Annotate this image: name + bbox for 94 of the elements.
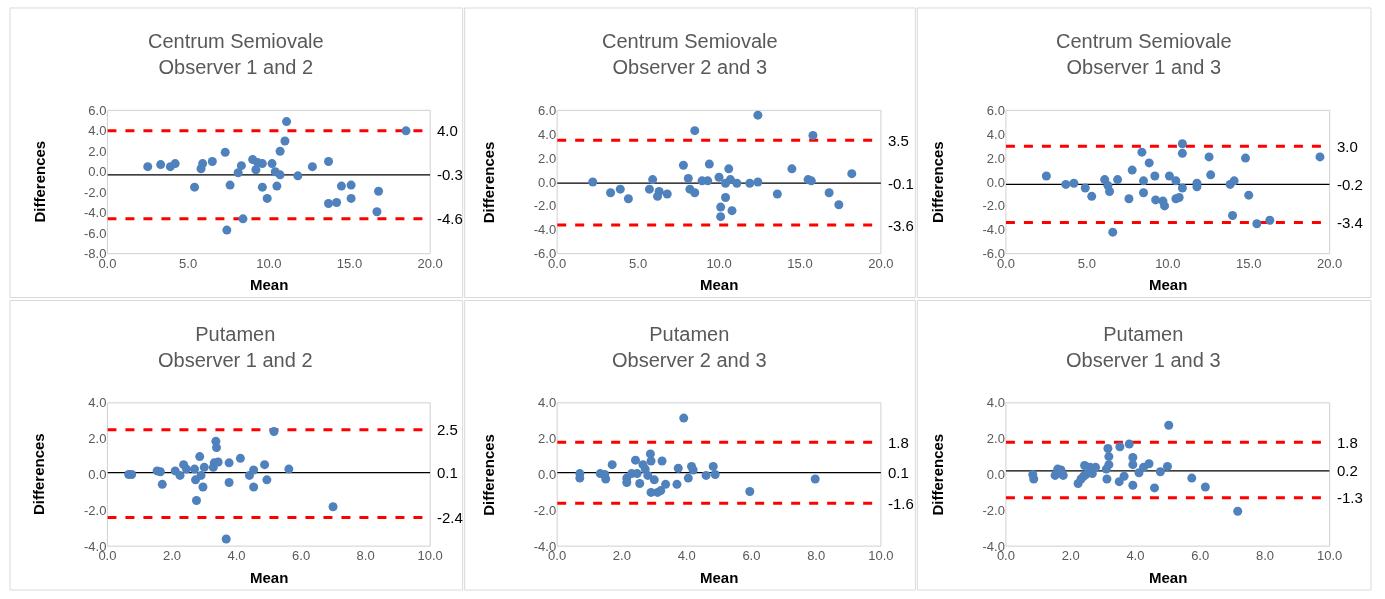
y-tick-label: -2.0 [533, 198, 557, 214]
x-tick-label: 10.0 [1155, 255, 1181, 271]
y-tick-label: 6.0 [538, 102, 557, 118]
y-tick-label: -2.0 [533, 502, 557, 518]
y-tick-label: -2.0 [982, 198, 1005, 214]
y-tick-label: 4.0 [538, 395, 557, 411]
ref-line-label: -3.6 [888, 217, 914, 234]
ref-line-label: -3.4 [1337, 214, 1363, 231]
x-tick-label: 5.0 [629, 255, 648, 271]
chart-title: Centrum Semiovale Observer 1 and 2 [148, 30, 324, 78]
y-tick-label: 6.0 [986, 102, 1005, 118]
ref-line-label: -0.3 [437, 166, 463, 183]
chart-title: Putamen Observer 1 and 2 [158, 323, 313, 371]
y-tick-label: 4.0 [538, 126, 557, 142]
ref-line-label: -1.6 [888, 495, 914, 512]
x-tick-label: 15.0 [336, 255, 363, 271]
x-axis-title: Mean [1149, 276, 1188, 293]
x-tick-label: 8.0 [356, 548, 375, 564]
x-tick-label: 8.0 [1255, 548, 1274, 564]
x-tick-label: 10.0 [706, 255, 732, 271]
ref-line-label: 3.0 [1337, 138, 1358, 155]
y-tick-label: -4.0 [84, 205, 107, 221]
x-tick-label: 5.0 [179, 255, 198, 271]
chart-title: Putamen Observer 2 and 3 [612, 323, 767, 371]
chart-title: Centrum Semiovale Observer 1 and 3 [1056, 30, 1232, 78]
x-axis-title: Mean [1149, 569, 1188, 586]
y-tick-label: 0.0 [538, 467, 557, 483]
ref-line-label: 0.2 [1337, 462, 1358, 479]
y-axis-title: Differences [929, 141, 947, 224]
y-axis-title: Differences [30, 433, 48, 516]
ref-line-label: -2.4 [437, 509, 463, 526]
ref-line-label: 3.5 [888, 132, 909, 149]
ref-line-label: -0.1 [888, 175, 914, 192]
y-tick-label: 0.0 [986, 467, 1005, 483]
x-tick-label: 2.0 [612, 548, 631, 564]
x-tick-label: 4.0 [227, 548, 246, 564]
y-tick-label: 6.0 [88, 102, 107, 118]
x-axis-title: Mean [700, 276, 739, 293]
x-tick-label: 6.0 [742, 548, 761, 564]
x-tick-label: 2.0 [162, 548, 182, 564]
y-tick-label: 2.0 [986, 431, 1005, 447]
x-tick-label: 6.0 [1191, 548, 1210, 564]
ref-line-label: -0.2 [1337, 176, 1363, 193]
y-tick-label: 0.0 [88, 164, 107, 180]
y-tick-label: 2.0 [88, 431, 107, 447]
ref-line-label: 2.5 [437, 421, 458, 438]
ref-line-label: -1.3 [1337, 489, 1363, 506]
y-tick-label: -6.0 [84, 225, 107, 241]
y-axis-title: Differences [479, 434, 497, 516]
x-tick-label: 4.0 [1126, 548, 1145, 564]
ref-line-label: -4.6 [437, 210, 463, 227]
y-axis-title: Differences [480, 141, 498, 224]
x-tick-label: 20.0 [417, 255, 443, 271]
y-tick-label: -2.0 [982, 502, 1005, 518]
y-tick-label: -2.0 [84, 502, 107, 518]
x-tick-label: 10.0 [417, 548, 443, 564]
y-tick-label: 2.0 [538, 431, 557, 447]
ref-line-label: 0.1 [888, 464, 909, 481]
y-tick-label: 2.0 [88, 143, 107, 159]
x-tick-label: 10.0 [868, 548, 894, 564]
x-axis-title: Mean [700, 569, 739, 586]
y-tick-label: -4.0 [533, 222, 557, 238]
y-tick-label: 2.0 [538, 150, 557, 166]
x-tick-label: 10.0 [1317, 548, 1343, 564]
x-axis-title: Mean [250, 276, 289, 293]
chart-title: Putamen Observer 1 and 3 [1066, 323, 1221, 371]
y-tick-label: 4.0 [88, 123, 107, 139]
y-axis-title: Differences [928, 433, 946, 516]
x-tick-label: 2.0 [1061, 548, 1080, 564]
x-tick-label: 8.0 [807, 548, 826, 564]
y-axis-title: Differences [30, 140, 48, 223]
y-tick-label: 2.0 [986, 150, 1005, 166]
x-tick-label: 15.0 [787, 255, 813, 271]
x-tick-label: 4.0 [677, 548, 696, 564]
chart-title: Centrum Semiovale Observer 2 and 3 [602, 30, 778, 78]
x-tick-label: 5.0 [1077, 255, 1096, 271]
x-tick-label: 20.0 [1317, 255, 1343, 271]
y-tick-label: -4.0 [982, 222, 1005, 238]
x-tick-label: 20.0 [868, 255, 894, 271]
y-tick-label: 4.0 [986, 126, 1005, 142]
x-tick-label: 6.0 [292, 548, 311, 564]
x-tick-label: 10.0 [256, 255, 282, 271]
ref-line-label: 1.8 [888, 434, 909, 451]
ref-line-label: 4.0 [437, 122, 458, 139]
y-tick-label: 0.0 [88, 467, 107, 483]
y-tick-label: 4.0 [986, 395, 1005, 411]
y-tick-label: -2.0 [84, 184, 107, 200]
y-tick-label: 0.0 [986, 174, 1005, 190]
y-tick-label: 0.0 [538, 174, 557, 190]
y-tick-label: 4.0 [88, 395, 107, 411]
x-axis-title: Mean [250, 569, 289, 586]
ref-line-label: 0.1 [437, 464, 458, 481]
ref-line-label: 1.8 [1337, 434, 1358, 451]
x-tick-label: 15.0 [1236, 255, 1262, 271]
